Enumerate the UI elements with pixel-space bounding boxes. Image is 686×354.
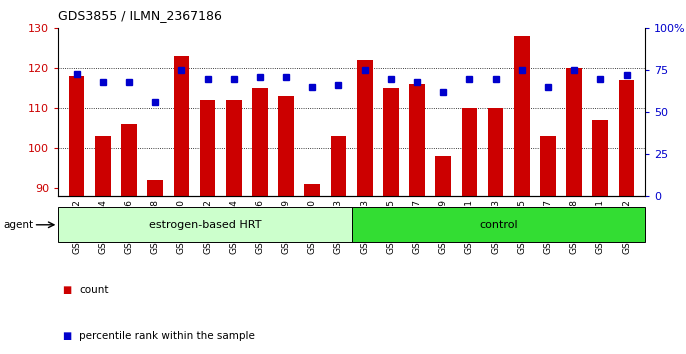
Text: GDS3855 / ILMN_2367186: GDS3855 / ILMN_2367186 [58, 9, 222, 22]
Text: percentile rank within the sample: percentile rank within the sample [79, 331, 255, 341]
Bar [121, 124, 137, 196]
Bar [58, 207, 351, 242]
Bar [305, 184, 320, 196]
Text: ■: ■ [62, 285, 71, 295]
Bar [514, 36, 530, 196]
Bar [540, 136, 556, 196]
Bar [409, 84, 425, 196]
Text: control: control [479, 220, 517, 230]
Bar [566, 68, 582, 196]
Bar [69, 76, 84, 196]
Text: estrogen-based HRT: estrogen-based HRT [149, 220, 261, 230]
Bar [174, 56, 189, 196]
Text: ■: ■ [62, 331, 71, 341]
Bar [462, 108, 477, 196]
Text: agent: agent [3, 220, 34, 230]
Bar [226, 101, 241, 196]
Bar [619, 80, 635, 196]
Bar [331, 136, 346, 196]
Bar [200, 101, 215, 196]
Bar [147, 181, 163, 196]
Bar [383, 88, 399, 196]
Bar [436, 156, 451, 196]
Bar [593, 120, 608, 196]
Bar [357, 60, 372, 196]
Bar [351, 207, 645, 242]
Bar [252, 88, 268, 196]
Bar [279, 96, 294, 196]
Bar [488, 108, 504, 196]
Bar [95, 136, 110, 196]
Text: count: count [79, 285, 108, 295]
